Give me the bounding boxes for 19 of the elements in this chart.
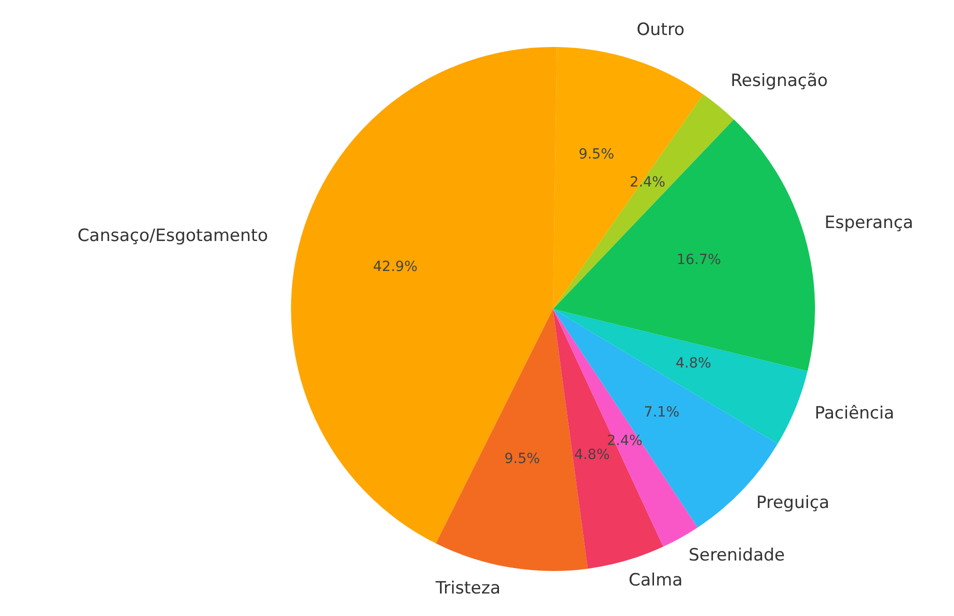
data-label: 4.8%: [676, 356, 712, 372]
data-label: 7.1%: [644, 404, 680, 421]
slice-label: Resignação: [730, 71, 828, 92]
data-label: 16.7%: [676, 252, 722, 268]
pie-slice: [553, 119, 815, 372]
pie-slice: [553, 309, 808, 444]
slice-label: Tristeza: [434, 578, 501, 598]
slice-label: Esperança: [824, 212, 914, 233]
data-label: 4.8%: [574, 446, 610, 463]
slice-label: Preguiça: [756, 493, 830, 514]
slice-label: Serenidade: [688, 546, 785, 566]
slice-label: Paciência: [814, 403, 894, 424]
slice-label: Outro: [636, 20, 685, 40]
data-label: 42.9%: [373, 258, 418, 275]
data-label: 9.5%: [578, 146, 614, 162]
slice-label: Cansaço/Esgotamento: [77, 226, 268, 246]
data-label: 9.5%: [504, 451, 540, 468]
slice-label: Calma: [628, 570, 683, 591]
pie-slice: [553, 94, 734, 309]
